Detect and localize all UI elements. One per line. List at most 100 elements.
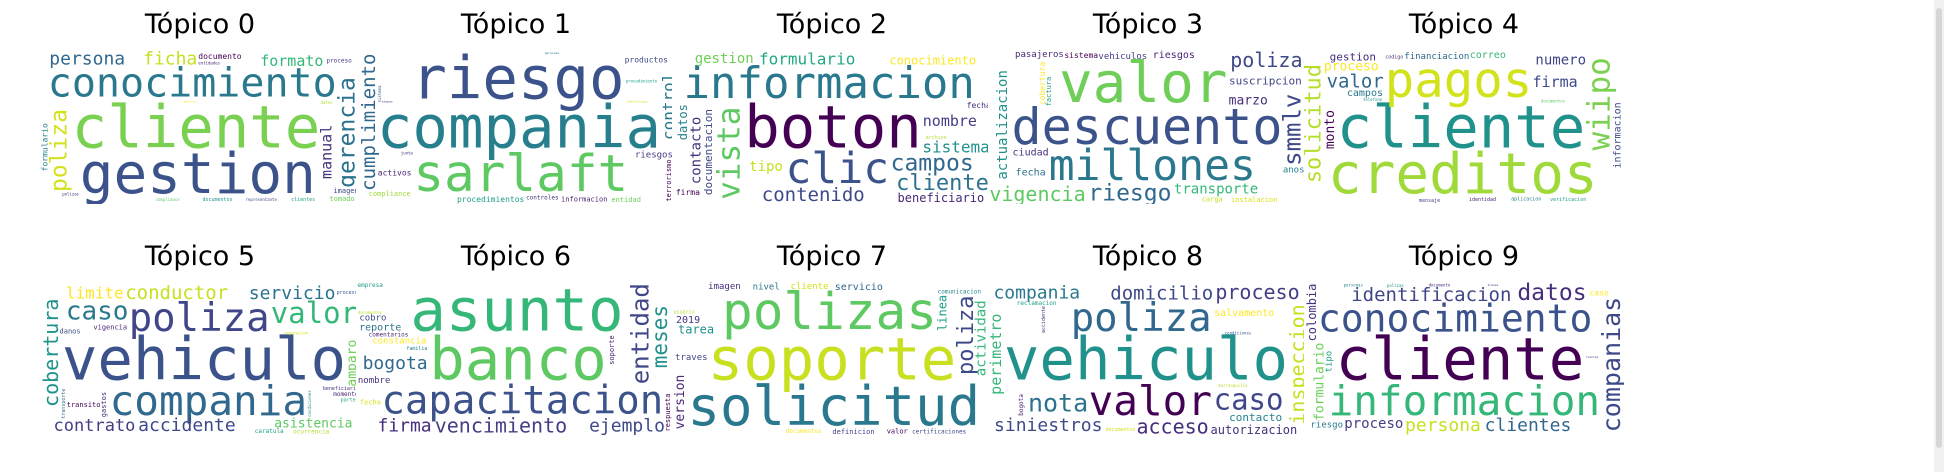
cloud-word: junta [401, 151, 414, 156]
cloud-word: wiipo [1581, 57, 1617, 150]
cloud-word: documentacion [702, 109, 715, 195]
cloud-word: aplicacion [1511, 197, 1541, 203]
cloud-word: certificaciones [912, 428, 967, 435]
cloud-word: capacitacion [381, 379, 663, 424]
cloud-word: bogota [1018, 394, 1025, 416]
cloud-word: soporte [708, 325, 957, 394]
cloud-word: campos [891, 150, 974, 176]
cloud-word: documentos [1541, 99, 1566, 104]
topic-title: Tópico 6 [460, 241, 572, 272]
cloud-word: bogota [363, 353, 428, 374]
word-cloud: cliente creditos pagos wiipo valor proceso fir… [1304, 50, 1624, 204]
cloud-word: proceso [1215, 282, 1299, 304]
cloud-word: suscripcion [1229, 74, 1302, 87]
cloud-word: cliente [896, 171, 989, 196]
cloud-word: contacto [689, 117, 705, 184]
cloud-word: datos [321, 100, 334, 105]
cloud-word: valor [887, 428, 908, 436]
cloud-word: actividad [973, 300, 989, 376]
cloud-word: tipo [749, 159, 783, 175]
cloud-word: formulario [1312, 343, 1327, 421]
cloud-word: linea [935, 295, 949, 331]
cloud-word: momento [333, 391, 359, 398]
cloud-word: carga [1202, 196, 1223, 204]
cloud-word: clientes [291, 197, 315, 203]
topic-panel-3: Tópico 3 descuento valor millones smmlv ries… [988, 8, 1308, 204]
cloud-word: sistema [377, 85, 382, 102]
cloud-word: firma [676, 188, 700, 197]
cloud-word: compania [993, 283, 1080, 304]
cloud-word: fecha [967, 101, 991, 110]
cloud-word: reclamacion [1017, 300, 1057, 307]
cloud-word: boton [744, 93, 922, 162]
cloud-word: asistencia [274, 416, 352, 431]
cloud-word: acceso [1136, 414, 1208, 436]
cloud-word: persona [49, 50, 125, 70]
cloud-word: tomador [329, 195, 359, 203]
cloud-word: entidad [611, 196, 641, 204]
cloud-word: factura [1045, 77, 1053, 107]
word-cloud: boton informacion clic vista contenido campos… [672, 50, 992, 204]
word-cloud: cliente gestion conocimiento poliza ficha per… [40, 50, 360, 204]
topic-title: Tópico 3 [1092, 9, 1204, 40]
cloud-word: datos [1517, 282, 1586, 306]
cloud-word: etapas [382, 99, 393, 103]
cloud-word: anos [1283, 165, 1305, 175]
cloud-word: salvamento [1214, 308, 1274, 319]
cloud-word: contenido [762, 184, 865, 204]
cloud-word: familia [406, 346, 427, 352]
topic-title: Tópico 8 [1092, 241, 1204, 272]
vertical-scrollbar[interactable] [1934, 0, 1944, 472]
cloud-word: proceso [1324, 60, 1379, 75]
word-cloud: cliente informacion conocimiento companias i… [1304, 282, 1624, 436]
topic-title: Tópico 2 [776, 9, 888, 40]
topic-panel-5: Tópico 5 vehiculo compania poliza cobertura… [40, 240, 360, 436]
topic-panel-4: Tópico 4 cliente creditos pagos wiipo valor p… [1304, 8, 1624, 204]
cloud-word: procedimientos [457, 195, 525, 204]
cloud-word: soporte [608, 335, 616, 365]
cloud-word: cobertura [40, 299, 63, 407]
cloud-word: vencimiento [435, 413, 567, 436]
cloud-word: riesgo [411, 50, 624, 113]
cloud-word: usuario [673, 310, 694, 316]
cloud-word: comunicacion [938, 289, 982, 296]
cloud-word: conocimiento [48, 60, 337, 106]
cloud-word: gestion [1330, 51, 1376, 64]
cloud-word: valor [1327, 70, 1384, 92]
cloud-word: terrorismo [665, 159, 673, 201]
cloud-word: caratula [255, 428, 284, 435]
cloud-word: compliance [156, 197, 181, 202]
cloud-word: tipo [1325, 351, 1335, 373]
cloud-word: traves [675, 353, 708, 363]
topic-panel-0: Tópico 0 cliente gestion conocimiento poliz… [40, 8, 360, 204]
cloud-word: poliza [47, 109, 73, 192]
cloud-word: documentos [358, 310, 383, 315]
cloud-word: inspeccion [1285, 304, 1308, 424]
cloud-word: conocimiento [1318, 296, 1593, 340]
cloud-word: colombia [1305, 284, 1319, 342]
cloud-word: definicion [832, 428, 874, 436]
cloud-word: sistema [1064, 51, 1098, 60]
cloud-word: gastos [100, 392, 108, 417]
cloud-word: correo [1470, 50, 1506, 61]
cloud-word: verificacion [1550, 197, 1586, 203]
word-cloud: compania riesgo sarlaft cumplimiento riesgos… [356, 50, 676, 204]
cloud-word: conocimiento [889, 53, 976, 67]
cloud-word: poliza [1071, 296, 1212, 341]
scrollbar-thumb[interactable] [1936, 8, 1942, 448]
cloud-word: proceso [337, 290, 358, 296]
cloud-word: perimetro [988, 314, 1005, 395]
topic-title: Tópico 1 [460, 9, 572, 40]
cloud-word: identidad [1469, 197, 1496, 203]
cloud-word: accidente [138, 415, 236, 436]
cloud-word: formulario [40, 123, 49, 171]
topic-panel-6: Tópico 6 banco asunto capacitacion entidad b… [356, 240, 676, 436]
cloud-word: imagen [333, 187, 358, 195]
topic-panel-8: Tópico 8 vehiculo valor poliza inspeccion do… [988, 240, 1308, 436]
cloud-word: poliza [129, 296, 270, 341]
cloud-word: condiciones [307, 390, 312, 417]
